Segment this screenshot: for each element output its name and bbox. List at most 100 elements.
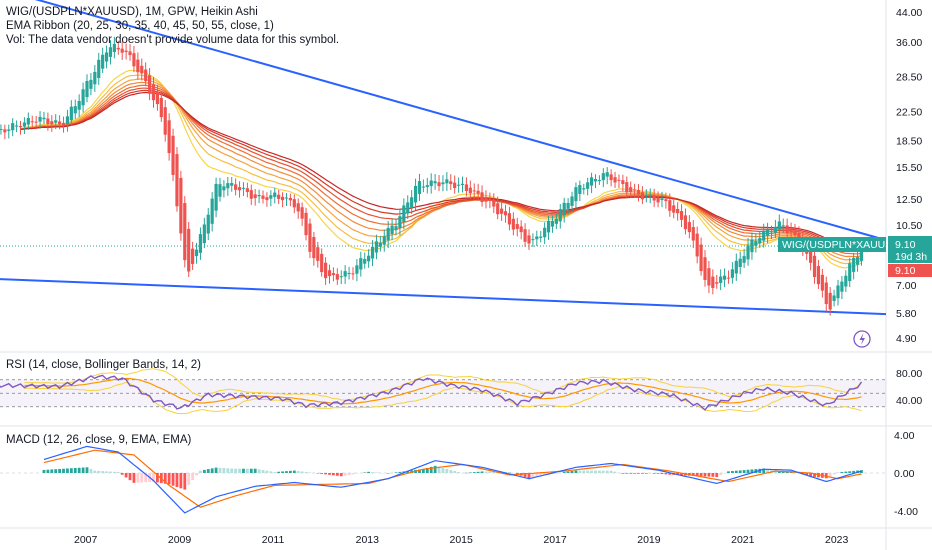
candle-up <box>855 257 860 265</box>
macd-histogram-bar <box>813 473 816 477</box>
macd-histogram-bar <box>77 467 81 473</box>
macd-histogram-bar <box>641 473 644 474</box>
macd-histogram-bar <box>116 472 120 473</box>
candle-up <box>554 218 558 224</box>
macd-histogram-bar <box>62 468 65 473</box>
candle-up <box>550 221 555 227</box>
macd-histogram-bar <box>734 470 738 473</box>
lightning-icon[interactable] <box>853 330 871 348</box>
macd-histogram-bar <box>386 473 390 474</box>
price-tick-label: 7.00 <box>896 280 917 292</box>
macd-histogram-bar <box>277 471 281 473</box>
ema-55-line <box>20 91 862 248</box>
candle-down <box>668 200 672 211</box>
macd-histogram-bar <box>488 471 492 473</box>
candle-down <box>163 107 167 135</box>
candle-up <box>343 271 347 277</box>
candle-up <box>777 221 781 230</box>
macd-histogram-bar <box>629 473 633 474</box>
macd-histogram-bar <box>836 472 840 473</box>
macd-histogram-bar <box>85 467 89 473</box>
macd-histogram-bar <box>586 470 590 473</box>
candle-down <box>519 226 523 233</box>
candle-up <box>367 255 371 262</box>
candle-up <box>586 182 590 189</box>
macd-histogram-bar <box>742 470 746 473</box>
candle-down <box>18 126 23 128</box>
macd-histogram-bar <box>527 473 531 479</box>
macd-histogram-bar <box>715 473 719 477</box>
macd-histogram-bar <box>625 473 629 474</box>
candle-up <box>593 179 598 182</box>
price-tick-label: 10.50 <box>896 220 922 232</box>
candle-down <box>676 208 680 214</box>
candle-up <box>769 232 774 234</box>
macd-histogram-bar <box>136 473 140 483</box>
candle-up <box>22 122 27 127</box>
candle-down <box>249 190 253 199</box>
macd-histogram-bar <box>66 468 69 473</box>
macd-histogram-bar <box>762 468 766 473</box>
candle-down <box>683 215 688 230</box>
time-tick-label: 2021 <box>731 534 755 546</box>
macd-histogram-bar <box>179 473 183 489</box>
macd-histogram-bar <box>249 468 253 473</box>
price-tick-label: 36.00 <box>896 37 922 49</box>
macd-histogram-bar <box>809 473 813 477</box>
candle-down <box>629 187 633 193</box>
candle-down <box>34 121 38 123</box>
candle-down <box>46 118 50 125</box>
candle-up <box>104 52 109 62</box>
rsi-tick-label: 80.00 <box>896 368 922 380</box>
macd-histogram-bar <box>766 469 769 473</box>
macd-histogram-bar <box>218 467 222 473</box>
candle-up <box>77 100 81 110</box>
candle-down <box>699 244 703 272</box>
ema-ribbon-label[interactable]: EMA Ribbon (20, 25, 30, 35, 40, 45, 50, … <box>6 20 274 32</box>
macd-histogram-bar <box>461 473 464 474</box>
candle-up <box>339 276 343 278</box>
macd-histogram-bar <box>69 468 73 473</box>
candle-up <box>582 188 586 190</box>
macd-histogram-bar <box>590 470 593 473</box>
macd-histogram-bar <box>242 468 245 473</box>
macd-histogram-bar <box>253 468 257 473</box>
candle-up <box>347 272 351 274</box>
candle-up <box>374 241 379 253</box>
macd-legend[interactable]: MACD (12, 26, close, 9, EMA, EMA) <box>6 434 192 446</box>
candle-down <box>793 230 797 236</box>
ema-50-line <box>20 89 862 250</box>
candle-down <box>265 197 269 201</box>
macd-histogram-bar <box>328 473 331 475</box>
time-tick-label: 2023 <box>825 534 849 546</box>
candle-down <box>625 182 629 193</box>
macd-histogram-bar <box>840 471 844 473</box>
macd-histogram-bar <box>378 472 382 474</box>
candle-down <box>136 59 140 73</box>
symbol-title[interactable]: WIG/(USDPLN*XAUUSD), 1M, GPW, Heikin Ash… <box>6 6 258 18</box>
macd-histogram-bar <box>324 473 327 475</box>
macd-histogram-bar <box>355 473 359 474</box>
upper-trendline <box>34 0 887 242</box>
macd-histogram-bar <box>531 473 535 478</box>
macd-histogram-bar <box>457 472 460 473</box>
time-tick-label: 2015 <box>450 534 474 546</box>
macd-histogram-bar <box>394 472 398 473</box>
candle-up <box>230 183 234 186</box>
price-tick-label: 28.50 <box>896 72 922 84</box>
macd-histogram-bar <box>574 470 578 473</box>
candle-up <box>7 129 11 131</box>
macd-histogram-bar <box>210 468 214 473</box>
macd-histogram-bar <box>109 471 112 473</box>
candle-down <box>636 190 641 195</box>
symbol-badge <box>778 237 886 252</box>
macd-histogram-bar <box>617 472 621 474</box>
candle-down <box>809 249 813 263</box>
macd-histogram-bar <box>824 473 828 479</box>
rsi-legend[interactable]: RSI (14, close, Bollinger Bands, 14, 2) <box>6 359 201 371</box>
candle-up <box>386 227 390 241</box>
macd-histogram-bar <box>707 473 711 477</box>
macd-histogram-bar <box>292 470 296 473</box>
